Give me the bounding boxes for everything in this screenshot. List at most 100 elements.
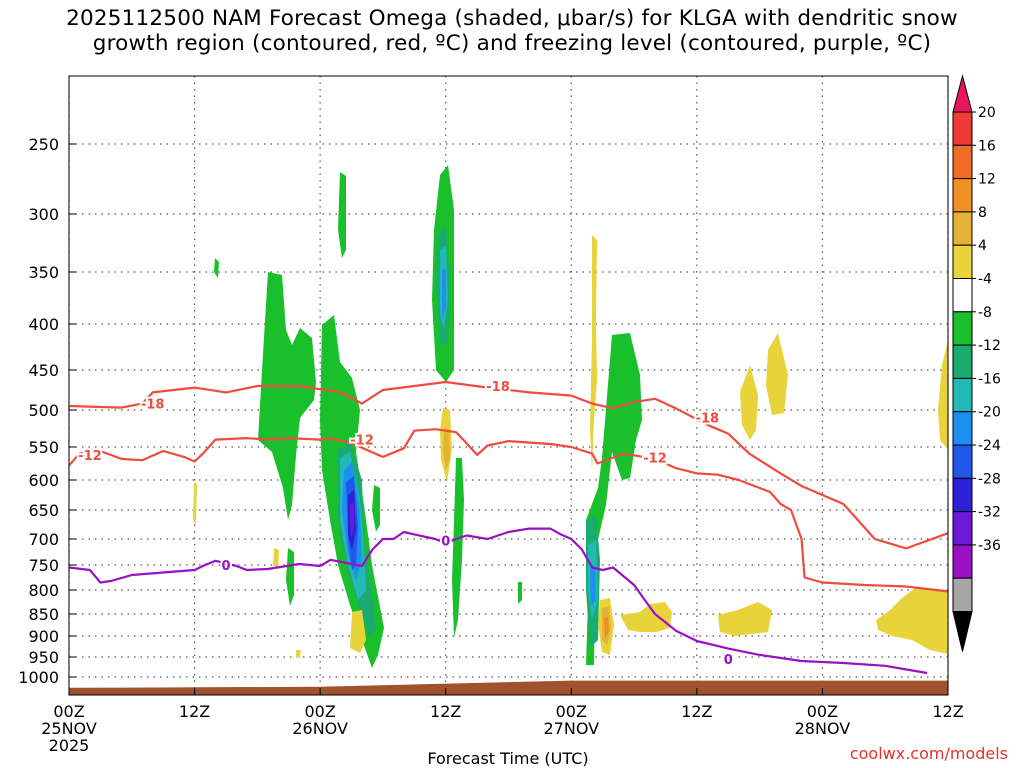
colorbar-segment — [952, 211, 973, 246]
omega-shade — [518, 582, 522, 604]
contour-label: -12 — [643, 452, 667, 467]
omega-shade — [350, 610, 366, 653]
contour-label: -12 — [78, 449, 102, 464]
contour-label: 0 — [441, 535, 450, 550]
colorbar-label: -16 — [978, 371, 1001, 387]
y-tick-label: 250 — [28, 135, 59, 154]
colorbar-segment — [952, 111, 973, 146]
y-tick-label: 900 — [28, 627, 59, 646]
colorbar-label: 12 — [978, 172, 996, 188]
colorbar-label: 8 — [978, 205, 987, 221]
omega-shade — [193, 482, 197, 525]
x-tick-label: 00Z — [53, 702, 84, 721]
y-tick-label: 1000 — [18, 668, 59, 687]
omega-shade — [273, 548, 279, 568]
x-tick-date: 25NOV — [41, 719, 97, 738]
colorbar-bottom-arrow — [952, 611, 973, 652]
omega-shading — [193, 165, 948, 668]
contour-label: -18 — [696, 411, 720, 426]
colorbar-segment — [952, 144, 973, 180]
y-tick-label: 300 — [28, 205, 59, 224]
colorbar-segment — [952, 577, 973, 613]
colorbar-label: -24 — [978, 438, 1001, 454]
x-axis-title: Forecast Time (UTC) — [427, 749, 588, 768]
y-tick-label: 550 — [28, 438, 59, 457]
colorbar-top-arrow — [952, 74, 973, 113]
credit-text[interactable]: coolwx.com/models — [849, 744, 1008, 763]
colorbar-segment — [952, 377, 973, 413]
contour-label: -18 — [141, 398, 165, 413]
colorbar-label: -4 — [978, 272, 992, 288]
x-tick-label: 12Z — [179, 702, 210, 721]
y-tick-label: 800 — [28, 581, 59, 600]
x-tick-year: 2025 — [49, 736, 90, 755]
y-tick-label: 700 — [28, 530, 59, 549]
colorbar-segment — [952, 244, 973, 279]
colorbar-segment — [952, 411, 973, 446]
colorbar: 20 16 12 8 4 -4 -8 -12 -16 -20 -24 -28 -32 -36 — [952, 74, 1001, 652]
y-tick-label: 750 — [28, 556, 59, 575]
y-tick-label: 600 — [28, 471, 59, 490]
y-tick-label: 950 — [28, 648, 59, 667]
omega-shade — [214, 258, 219, 278]
colorbar-label: -28 — [978, 471, 1001, 487]
chart-title: 2025112500 NAM Forecast Omega (shaded, μ… — [66, 6, 958, 56]
y-axis: 250 300 350 400 450 500 550 600 650 700 750 800 850 9… — [18, 135, 76, 687]
omega-shade — [620, 602, 672, 632]
contour--18 — [69, 380, 948, 550]
omega-shade — [586, 333, 642, 665]
omega-shade — [452, 458, 464, 638]
colorbar-label: -12 — [978, 338, 1001, 354]
omega-shade — [938, 340, 948, 450]
colorbar-segment — [952, 311, 973, 346]
omega-shade — [604, 617, 609, 638]
y-tick-label: 350 — [28, 263, 59, 282]
omega-shade — [766, 333, 788, 415]
colorbar-segment — [952, 178, 973, 213]
colorbar-label: 20 — [978, 105, 996, 121]
colorbar-label: 16 — [978, 138, 996, 154]
omega-shade — [286, 548, 294, 606]
colorbar-segment — [952, 544, 973, 579]
x-tick-date: 27NOV — [543, 719, 599, 738]
contour--12 — [69, 428, 948, 593]
x-tick-label: 12Z — [681, 702, 712, 721]
contour-lines: -18 -18 -18 -12 -12 -12 0 0 0 — [69, 378, 948, 675]
x-tick-label: 00Z — [304, 702, 335, 721]
omega-shade — [590, 235, 597, 470]
colorbar-label: -20 — [978, 405, 1001, 421]
colorbar-label: -8 — [978, 305, 992, 321]
x-tick-label: 00Z — [556, 702, 587, 721]
x-tick-label: 00Z — [807, 702, 838, 721]
x-tick-date: 28NOV — [795, 719, 851, 738]
omega-shade — [372, 485, 380, 532]
omega-shade — [442, 268, 446, 318]
y-tick-label: 500 — [28, 401, 59, 420]
terrain — [69, 680, 948, 695]
y-tick-label: 850 — [28, 605, 59, 624]
omega-shade — [350, 502, 354, 538]
omega-shade — [718, 602, 772, 636]
colorbar-segment — [952, 344, 973, 379]
omega-shade — [296, 650, 301, 658]
colorbar-label: -36 — [978, 538, 1001, 554]
contour-label: 0 — [221, 559, 230, 574]
x-tick-label: 12Z — [932, 702, 963, 721]
y-tick-label: 650 — [28, 501, 59, 520]
y-tick-label: 450 — [28, 361, 59, 380]
omega-shade — [876, 588, 948, 654]
colorbar-label: 4 — [978, 238, 987, 254]
omega-shade — [443, 428, 450, 470]
omega-shade — [338, 172, 346, 258]
plot-frame — [68, 75, 949, 696]
omega-shade — [258, 272, 316, 520]
contour-label: -12 — [350, 434, 374, 449]
y-tick-label: 400 — [28, 315, 59, 334]
colorbar-label: -32 — [978, 505, 1001, 521]
contour-0 — [69, 527, 928, 675]
omega-shade — [740, 365, 758, 440]
colorbar-segment — [952, 444, 973, 479]
x-tick-date: 26NOV — [292, 719, 348, 738]
